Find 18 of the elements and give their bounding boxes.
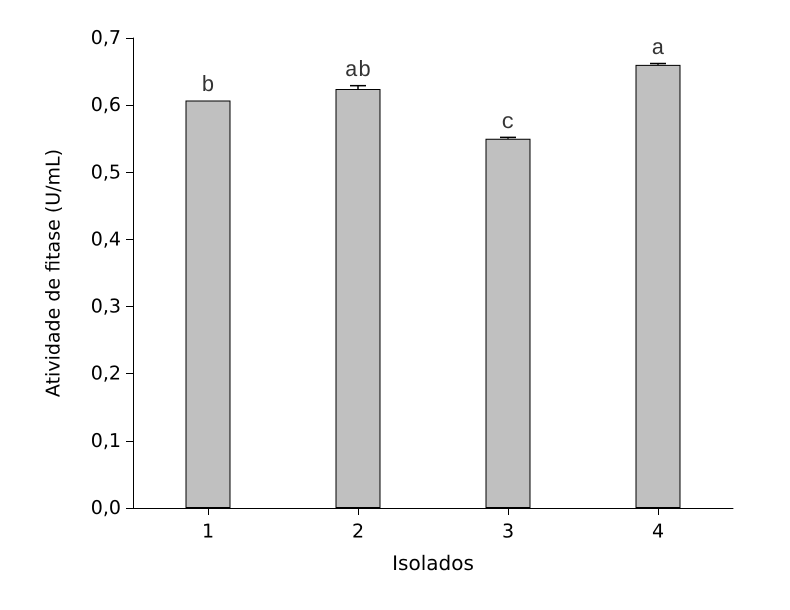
y-tick-label: 0,1 [90, 430, 121, 452]
x-tick-label: 3 [502, 520, 514, 542]
y-tick-label: 0,0 [90, 497, 121, 519]
x-tick-label: 2 [352, 520, 364, 542]
annotation: c [501, 110, 515, 135]
y-tick-label: 0,5 [90, 161, 121, 184]
x-tick-label: 4 [652, 520, 664, 542]
annotation: b [201, 72, 215, 98]
annotation: ab [344, 58, 372, 84]
y-tick-label: 0,6 [90, 94, 121, 116]
y-tick-label: 0,7 [90, 27, 121, 49]
y-axis-title: Atividade de fitase (U/mL) [42, 148, 64, 398]
x-tick-label: 1 [202, 520, 214, 542]
y-tick-label: 0,2 [90, 362, 121, 385]
x-axis-title: Isolados [392, 551, 474, 575]
annotation: a [651, 36, 665, 62]
y-tick-label: 0,3 [90, 296, 121, 318]
y-tick-label: 0,4 [90, 228, 121, 250]
